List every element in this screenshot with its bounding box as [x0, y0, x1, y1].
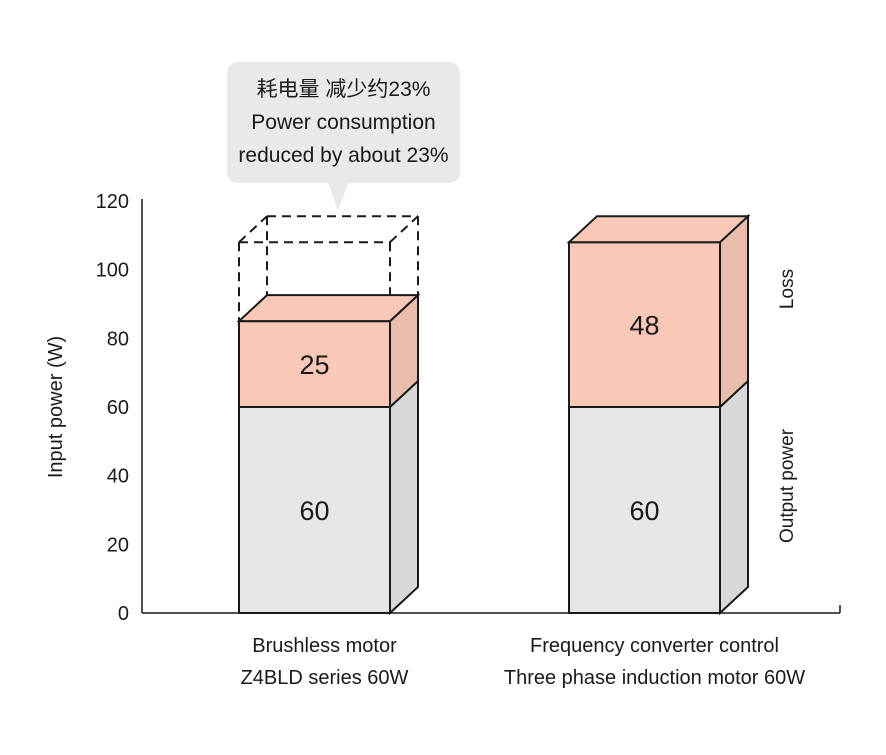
- bar-segment-side-shade: [720, 381, 748, 613]
- callout-text-line: reduced by about 23%: [238, 144, 448, 167]
- y-tick-label: 60: [107, 397, 129, 419]
- callout-text-line: Power consumption: [251, 111, 435, 134]
- bar-value-label: 25: [299, 350, 329, 380]
- reference-outline-right-edge: [389, 215, 419, 243]
- y-tick-label: 0: [118, 603, 129, 625]
- y-tick-label: 120: [96, 191, 129, 213]
- bar-segment-front: [568, 241, 721, 408]
- bar-value-label: 60: [629, 496, 659, 526]
- reference-outline-left-edge: [238, 215, 268, 243]
- callout-text-line: 耗电量 减少约23%: [257, 78, 431, 101]
- legend-output-power-label: Output power: [777, 428, 798, 543]
- y-tick-label: 40: [107, 466, 129, 488]
- category-label: Three phase induction motor 60W: [504, 667, 805, 689]
- category-label: Brushless motor: [252, 635, 397, 657]
- bar-segment-top: [236, 294, 421, 323]
- y-axis-title: Input power (W): [45, 336, 67, 478]
- legend-loss-label: Loss: [777, 269, 798, 309]
- bar-segment-front: [568, 406, 721, 614]
- category-label: Z4BLD series 60W: [241, 667, 409, 689]
- bar-segment-side-shade: [390, 381, 418, 613]
- y-tick-label: 20: [107, 534, 129, 556]
- bar-value-label: 48: [629, 311, 659, 341]
- bar-segment-side-shade: [720, 216, 748, 407]
- y-tick-label: 80: [107, 328, 129, 350]
- bar-segment-top: [566, 215, 751, 244]
- callout-bubble: [227, 62, 460, 211]
- y-tick-label: 100: [96, 260, 129, 282]
- category-label: Frequency converter control: [530, 635, 779, 657]
- bar-segment-side-shade: [390, 295, 418, 407]
- bar-value-label: 60: [299, 496, 329, 526]
